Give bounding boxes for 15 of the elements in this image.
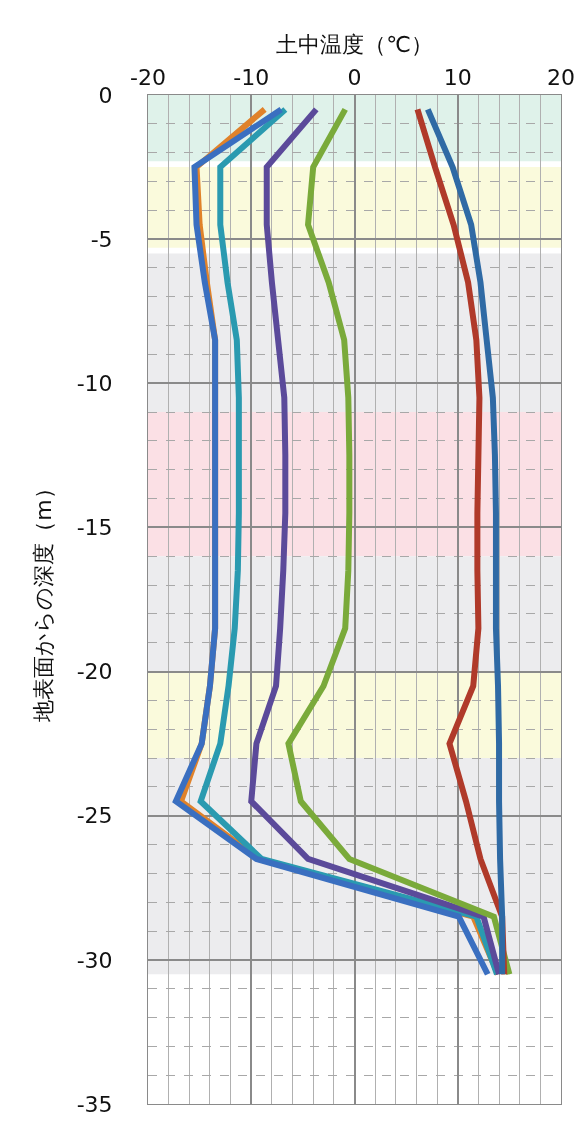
y-tick-label: -30	[76, 947, 113, 973]
x-tick-label: 20	[547, 65, 575, 91]
y-tick-label: -25	[76, 803, 113, 829]
x-tick-label: 10	[443, 65, 472, 91]
y-tick-label: -20	[76, 659, 113, 685]
x-tick-label: -20	[130, 65, 166, 91]
y-tick-label: -15	[76, 515, 113, 541]
x-tick-label: -10	[233, 65, 270, 91]
y-axis-title: 地表面からの深度（m）	[31, 477, 57, 723]
y-tick-label: -5	[90, 226, 113, 252]
x-axis-title: 土中温度（℃）	[276, 32, 433, 57]
y-tick-label: 0	[98, 82, 113, 108]
x-tick-label: 0	[347, 65, 362, 91]
y-tick-label: -10	[76, 370, 113, 396]
y-tick-label: -35	[76, 1091, 113, 1117]
